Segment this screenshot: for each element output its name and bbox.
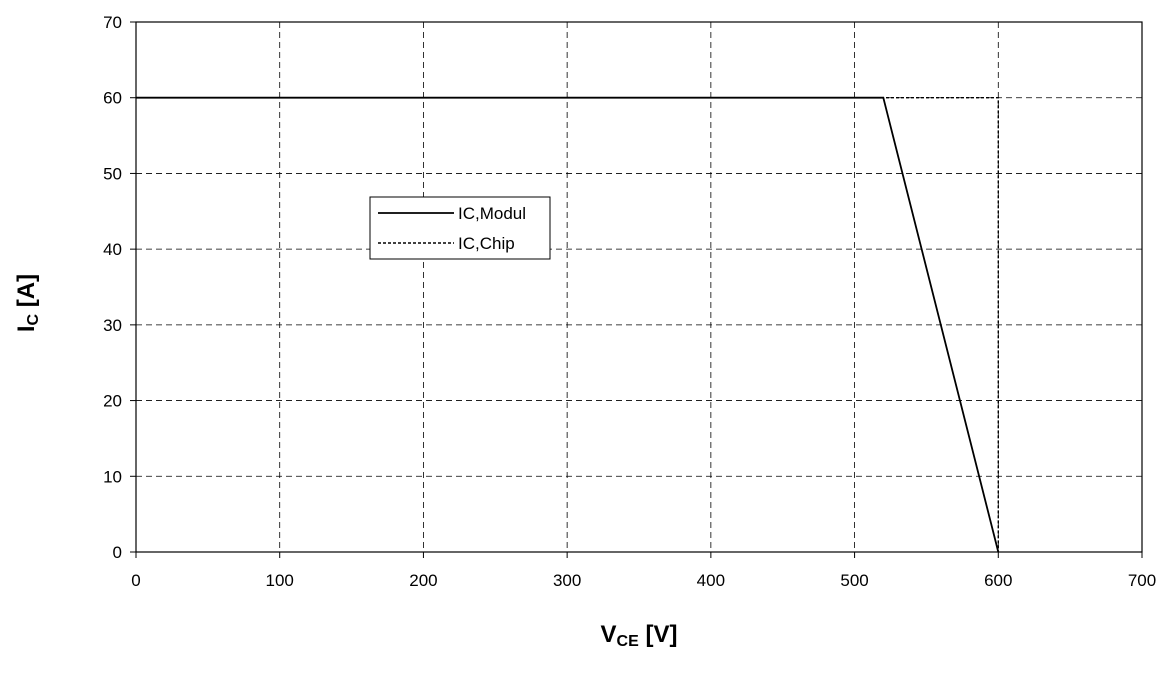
legend-label: IC,Chip — [458, 234, 515, 253]
y-tick-label: 10 — [103, 467, 122, 486]
tick-layer: 0 100 200 300 400 500 600 700 0 10 20 30 40 50 60 70 — [103, 13, 1156, 590]
y-tick-label: 60 — [103, 89, 122, 108]
x-axis-label-sub: CE — [617, 633, 640, 650]
series-line-ic-chip — [136, 97, 999, 552]
x-tick-label: 500 — [840, 571, 868, 590]
x-axis-label: VCE [V] — [601, 621, 678, 650]
y-axis-label-sub: C — [25, 313, 42, 325]
x-axis-label-main: V — [601, 621, 617, 648]
x-tick-label: 600 — [984, 571, 1012, 590]
y-axis-label-main: I — [13, 325, 40, 332]
x-tick-label: 400 — [697, 571, 725, 590]
y-axis-label-unit: [A] — [13, 274, 40, 314]
y-tick-label: 0 — [113, 543, 122, 562]
y-tick-label: 30 — [103, 316, 122, 335]
plot-frame — [135, 21, 1143, 553]
x-tick-label: 200 — [409, 571, 437, 590]
x-tick-label: 700 — [1128, 571, 1156, 590]
x-tick-label: 0 — [131, 571, 140, 590]
series-layer — [136, 96, 1000, 553]
y-tick-label: 40 — [103, 240, 122, 259]
y-axis-label: IC [A] — [13, 274, 42, 332]
legend-box — [369, 196, 551, 260]
x-axis-label-unit: [V] — [639, 621, 678, 648]
y-tick-label: 50 — [103, 164, 122, 183]
x-tick-label: 100 — [266, 571, 294, 590]
y-tick-label: 70 — [103, 13, 122, 32]
legend-label: IC,Modul — [458, 204, 526, 223]
grid-layer — [136, 22, 1142, 552]
x-tick-label: 300 — [553, 571, 581, 590]
legend: IC,Modul IC,Chip — [369, 196, 551, 260]
y-tick-label: 20 — [103, 392, 122, 411]
